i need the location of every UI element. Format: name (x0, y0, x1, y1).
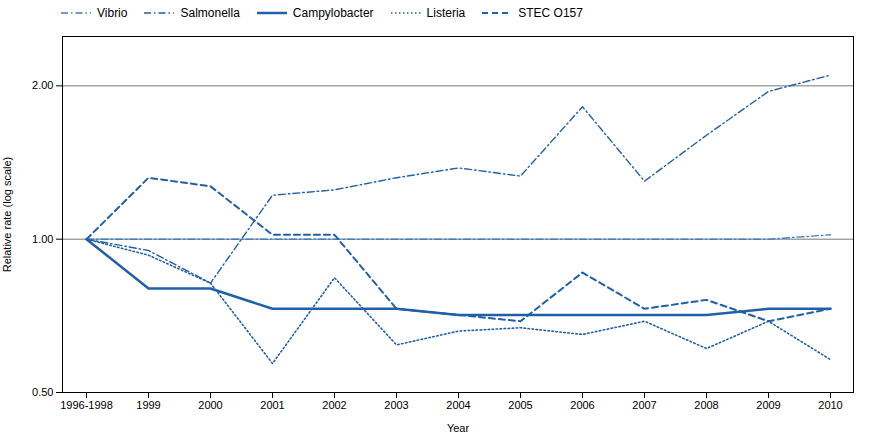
html-text:Salmonella: Salmonella (180, 6, 240, 20)
svg-text:2000: 2000 (198, 399, 222, 411)
html-text:Listeria: Listeria (426, 6, 466, 20)
svg-text:2007: 2007 (632, 399, 656, 411)
svg-text:1996-1998: 1996-1998 (60, 399, 113, 411)
svg-text:2006: 2006 (570, 399, 594, 411)
svg-text:2004: 2004 (446, 399, 470, 411)
svg-text:2002: 2002 (322, 399, 346, 411)
svg-text:2003: 2003 (384, 399, 408, 411)
html-text:STEC O157: STEC O157 (518, 6, 583, 20)
svg-text:0.50: 0.50 (32, 386, 53, 398)
svg-text:2008: 2008 (694, 399, 718, 411)
svg-text:1.00: 1.00 (32, 233, 53, 245)
svg-text:2010: 2010 (818, 399, 842, 411)
svg-text:1999: 1999 (136, 399, 160, 411)
svg-text:2009: 2009 (756, 399, 780, 411)
html-text:Vibrio: Vibrio (97, 6, 128, 20)
svg-text:2005: 2005 (508, 399, 532, 411)
svg-text:Year: Year (447, 422, 470, 434)
svg-text:2.00: 2.00 (32, 79, 53, 91)
svg-text:2001: 2001 (260, 399, 284, 411)
html-text:Campylobacter: Campylobacter (292, 6, 374, 20)
svg-text:Relative rate (log scale): Relative rate (log scale) (1, 157, 13, 273)
